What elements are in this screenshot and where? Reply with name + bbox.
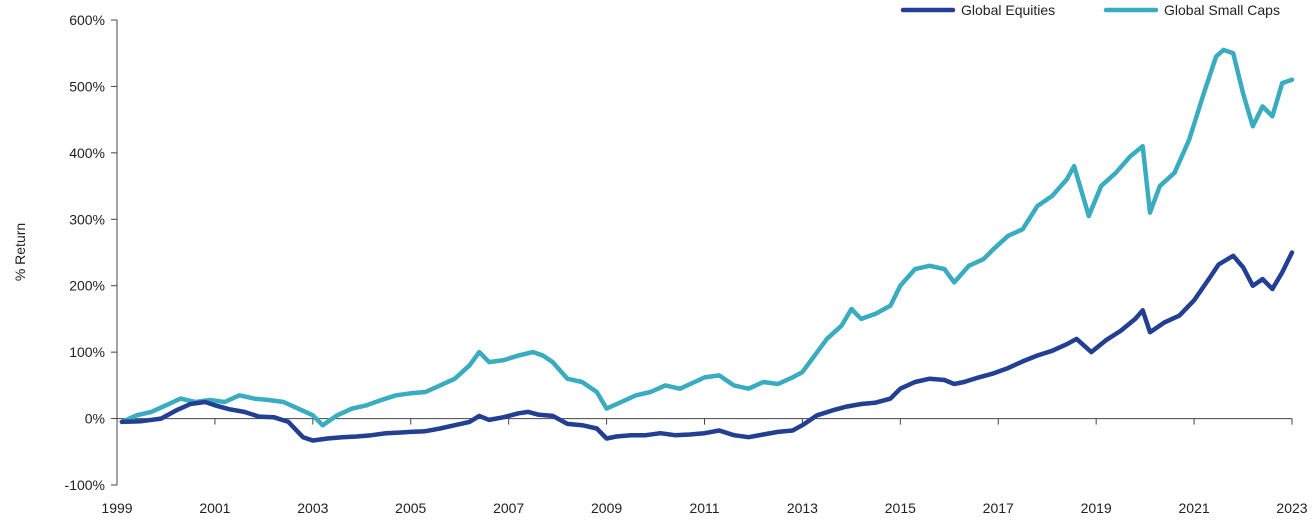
x-tick-label: 2023 (1276, 500, 1307, 516)
y-tick-label: 200% (69, 278, 105, 294)
x-tick-label: 2017 (983, 500, 1014, 516)
series-line-global-small-caps (119, 47, 1295, 428)
x-tick-label: 2015 (885, 500, 916, 516)
x-tick-label: 2013 (787, 500, 818, 516)
x-tick-label: 2005 (395, 500, 426, 516)
y-tick-label: 600% (69, 12, 105, 28)
legend-label: Global Equities (961, 2, 1055, 18)
y-tick-label: 400% (69, 145, 105, 161)
legend-label: Global Small Caps (1164, 2, 1280, 18)
series-lines (119, 47, 1295, 443)
y-tick-label: 0% (85, 411, 105, 427)
y-tick-label: 300% (69, 211, 105, 227)
y-axis: -100% 0% 100% 200% 300% 400% 500% 600% (65, 12, 118, 493)
x-tick-label: 2019 (1081, 500, 1112, 516)
y-tick-label: -100% (65, 477, 105, 493)
legend: Global Equities Global Small Caps (900, 2, 1280, 18)
x-tick-label: 2003 (297, 500, 328, 516)
x-tick-label: 2021 (1179, 500, 1210, 516)
y-tick-label: 500% (69, 78, 105, 94)
x-tick-label: 2001 (199, 500, 230, 516)
x-axis: 1999 2001 2003 2005 2007 2009 2011 2013 2015 2017… (101, 418, 1308, 516)
series-line-global-equities (119, 250, 1295, 443)
x-tick-label: 2007 (493, 500, 524, 516)
y-tick-label: 100% (69, 344, 105, 360)
x-tick-label: 2011 (689, 500, 719, 516)
x-tick-label: 1999 (101, 500, 132, 516)
x-tick-label: 2009 (591, 500, 622, 516)
y-axis-title: % Return (12, 223, 28, 281)
